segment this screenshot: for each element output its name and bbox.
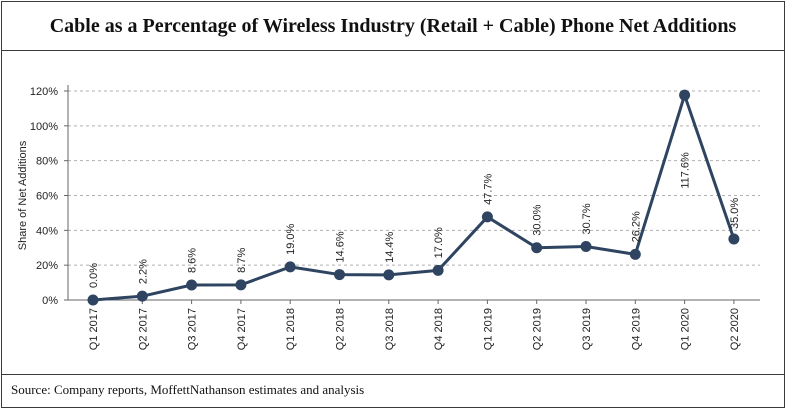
data-point	[284, 261, 296, 273]
x-tick-label: Q1 2019	[482, 308, 494, 350]
x-tick-label: Q3 2017	[187, 308, 199, 350]
data-point	[679, 89, 691, 101]
data-point	[235, 279, 247, 291]
data-label: 17.0%	[433, 227, 445, 258]
y-tick-label: 100%	[30, 121, 58, 133]
series-line	[92, 93, 736, 302]
data-label: 47.7%	[482, 174, 494, 205]
data-point	[186, 279, 198, 291]
y-tick-label: 120%	[30, 86, 58, 98]
line-chart: 0% 20% 40% 60% 80% 100% 120% Share of Net Addit…	[17, 85, 760, 350]
data-label: 0.0%	[88, 263, 100, 288]
title-bar: Cable as a Percentage of Wireless Indust…	[2, 2, 784, 51]
x-tick-label: Q2 2020	[729, 308, 741, 350]
data-point	[629, 248, 641, 260]
x-tick-label: Q4 2017	[236, 308, 248, 350]
data-point	[136, 290, 148, 302]
data-point	[383, 269, 395, 281]
data-label: 2.2%	[137, 259, 149, 284]
data-point	[580, 241, 592, 253]
data-label: 30.7%	[581, 203, 593, 234]
x-tick-label: Q2 2017	[137, 308, 149, 350]
x-tick-label: Q4 2018	[433, 308, 445, 350]
y-tick-label: 80%	[36, 156, 58, 168]
data-label: 8.7%	[236, 248, 248, 273]
y-tick-label: 20%	[36, 260, 58, 272]
data-point	[432, 264, 444, 276]
chart-area: 0% 20% 40% 60% 80% 100% 120% Share of Net Addit…	[2, 51, 784, 377]
data-label: 19.0%	[285, 223, 297, 254]
chart-title: Cable as a Percentage of Wireless Indust…	[49, 14, 737, 37]
x-tick-label: Q1 2020	[680, 308, 692, 350]
x-tick-label: Q4 2019	[630, 308, 642, 350]
data-label: 30.0%	[532, 204, 544, 235]
data-label: 26.2%	[630, 211, 642, 242]
source-note: Source: Company reports, MoffettNathanso…	[11, 382, 365, 397]
x-tick-label: Q2 2019	[532, 308, 544, 350]
x-tick-label: Q1 2017	[88, 308, 100, 350]
source-bar: Source: Company reports, MoffettNathanso…	[2, 374, 784, 407]
x-tick-label: Q3 2019	[581, 308, 593, 350]
data-label: 14.6%	[335, 231, 347, 262]
y-tick-label: 60%	[36, 191, 58, 203]
data-label: 8.6%	[187, 248, 199, 273]
y-tick-label: 40%	[36, 225, 58, 237]
data-label: 35.0%	[729, 198, 741, 229]
data-point	[87, 294, 99, 306]
data-point	[481, 211, 493, 223]
y-tick-label: 0%	[42, 295, 58, 307]
x-tick-label: Q2 2018	[335, 308, 347, 350]
data-point	[334, 269, 345, 281]
data-point	[728, 233, 740, 245]
x-tick-label: Q1 2018	[285, 308, 297, 350]
x-tick-label: Q3 2018	[384, 308, 396, 350]
data-label: 14.4%	[384, 232, 396, 263]
data-label: 117.6%	[680, 152, 692, 189]
y-axis-title: Share of Net Additions	[17, 140, 29, 250]
data-point	[531, 242, 543, 254]
